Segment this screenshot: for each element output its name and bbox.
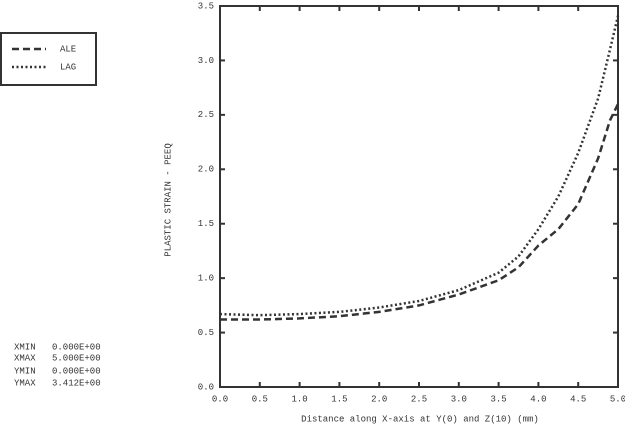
info-label: YMAX	[14, 378, 36, 388]
x-tick-label: 0.5	[252, 394, 268, 404]
legend-label: ALE	[60, 44, 76, 54]
y-axis-label: PLASTIC STRAIN - PEEQ	[163, 143, 173, 256]
x-tick-label: 1.5	[331, 394, 347, 404]
x-tick-label: 1.0	[291, 394, 307, 404]
legend-box	[0, 32, 97, 86]
plot-frame	[219, 5, 619, 388]
y-tick-label: 3.5	[198, 1, 214, 11]
x-axis-label: Distance along X-axis at Y(0) and Z(10) …	[301, 414, 539, 424]
y-tick-label: 2.5	[198, 110, 214, 120]
info-value: 0.000E+00	[52, 342, 101, 352]
series-line	[219, 15, 620, 317]
x-tick-label: 0.0	[212, 394, 228, 404]
x-tick-label: 2.0	[371, 394, 387, 404]
y-tick-label: 0.0	[198, 382, 214, 392]
info-label: XMIN	[14, 342, 36, 352]
y-tick-label: 3.0	[198, 56, 214, 66]
y-tick-label: 1.5	[198, 219, 214, 229]
info-value: 0.000E+00	[52, 366, 101, 376]
x-tick-label: 5.0	[610, 394, 625, 404]
series-line	[220, 103, 620, 321]
x-tick-label: 3.0	[451, 394, 467, 404]
y-tick-label: 2.0	[198, 165, 214, 175]
info-label: XMAX	[14, 353, 36, 363]
x-tick-label: 3.5	[490, 394, 506, 404]
info-value: 5.000E+00	[52, 353, 101, 363]
y-tick-label: 0.5	[198, 328, 214, 338]
x-tick-label: 4.0	[530, 394, 546, 404]
info-value: 3.412E+00	[52, 378, 101, 388]
legend-label: LAG	[60, 62, 76, 72]
x-tick-label: 4.5	[570, 394, 586, 404]
y-tick-label: 1.0	[198, 274, 214, 284]
x-tick-label: 2.5	[411, 394, 427, 404]
info-label: YMIN	[14, 366, 36, 376]
